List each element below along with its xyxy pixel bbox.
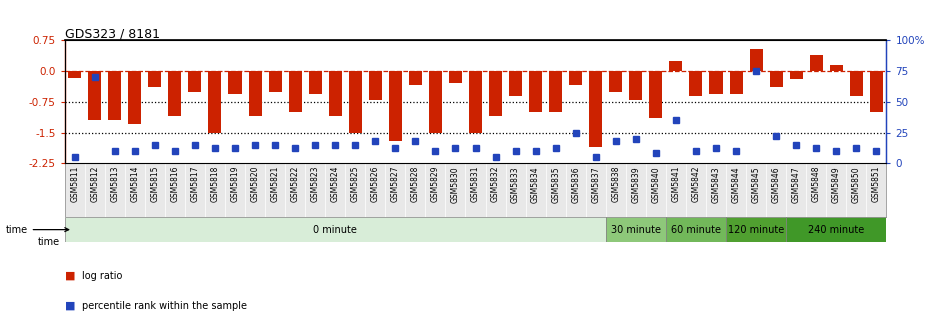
Text: GSM5841: GSM5841 <box>671 166 680 203</box>
Text: GSM5812: GSM5812 <box>90 166 99 202</box>
Bar <box>449 71 462 83</box>
Text: 0 minute: 0 minute <box>313 225 358 235</box>
Bar <box>68 71 81 78</box>
Text: GSM5851: GSM5851 <box>872 166 881 203</box>
Text: GSM5843: GSM5843 <box>711 166 721 203</box>
Text: GSM5822: GSM5822 <box>291 166 300 202</box>
Bar <box>128 71 142 124</box>
Bar <box>529 71 542 112</box>
Text: GSM5827: GSM5827 <box>391 166 399 203</box>
Bar <box>228 71 242 94</box>
Bar <box>729 71 743 94</box>
Text: GSM5836: GSM5836 <box>572 166 580 203</box>
Bar <box>709 71 723 94</box>
Bar <box>850 71 863 96</box>
Text: GSM5817: GSM5817 <box>190 166 200 203</box>
Bar <box>369 71 381 100</box>
Text: ■: ■ <box>65 270 75 281</box>
Bar <box>650 71 663 118</box>
Bar <box>65 217 606 242</box>
Bar <box>108 71 122 120</box>
Bar <box>829 65 843 71</box>
Text: ■: ■ <box>65 301 75 311</box>
Text: GSM5821: GSM5821 <box>271 166 280 202</box>
Text: GSM5820: GSM5820 <box>250 166 260 203</box>
Text: GSM5834: GSM5834 <box>531 166 540 203</box>
Text: GSM5848: GSM5848 <box>812 166 821 203</box>
Text: 120 minute: 120 minute <box>728 225 785 235</box>
Text: 60 minute: 60 minute <box>671 225 721 235</box>
Bar <box>88 71 101 120</box>
Text: log ratio: log ratio <box>82 270 122 281</box>
Bar <box>670 61 683 71</box>
Text: GSM5835: GSM5835 <box>552 166 560 203</box>
Bar <box>786 217 886 242</box>
Bar <box>726 217 786 242</box>
Bar <box>168 71 182 116</box>
Text: GSM5811: GSM5811 <box>70 166 79 202</box>
Text: GSM5837: GSM5837 <box>592 166 600 203</box>
Bar <box>749 48 763 71</box>
Bar <box>409 71 422 85</box>
Text: GSM5814: GSM5814 <box>130 166 139 203</box>
Text: GSM5824: GSM5824 <box>331 166 340 203</box>
Text: GDS323 / 8181: GDS323 / 8181 <box>65 27 160 40</box>
Bar <box>606 217 666 242</box>
Text: time: time <box>38 237 60 247</box>
Bar <box>489 71 502 116</box>
Bar <box>789 71 803 79</box>
Text: GSM5833: GSM5833 <box>511 166 520 203</box>
Bar <box>309 71 321 94</box>
Text: GSM5844: GSM5844 <box>731 166 741 203</box>
Text: GSM5819: GSM5819 <box>230 166 240 203</box>
Bar <box>148 71 162 87</box>
Text: GSM5832: GSM5832 <box>491 166 500 203</box>
Bar <box>208 71 222 132</box>
Text: GSM5847: GSM5847 <box>791 166 801 203</box>
Bar <box>509 71 522 96</box>
Bar <box>769 71 783 87</box>
Bar <box>268 71 281 91</box>
Text: GSM5850: GSM5850 <box>852 166 861 203</box>
Bar <box>590 71 602 147</box>
Text: GSM5826: GSM5826 <box>371 166 379 203</box>
Bar <box>666 217 726 242</box>
Bar <box>349 71 361 133</box>
Bar <box>188 71 202 91</box>
Text: GSM5842: GSM5842 <box>691 166 701 203</box>
Bar <box>429 71 442 132</box>
Text: GSM5846: GSM5846 <box>771 166 781 203</box>
Text: GSM5828: GSM5828 <box>411 166 420 202</box>
Bar <box>570 71 582 85</box>
Text: 30 minute: 30 minute <box>611 225 661 235</box>
Bar <box>329 71 341 116</box>
Text: time: time <box>6 225 68 235</box>
Text: GSM5838: GSM5838 <box>611 166 620 203</box>
Bar <box>809 55 823 71</box>
Text: GSM5829: GSM5829 <box>431 166 440 203</box>
Bar <box>248 71 262 116</box>
Text: percentile rank within the sample: percentile rank within the sample <box>82 301 247 311</box>
Text: GSM5818: GSM5818 <box>210 166 220 202</box>
Bar <box>288 71 301 112</box>
Bar <box>469 71 482 132</box>
Text: GSM5823: GSM5823 <box>311 166 320 203</box>
Text: GSM5813: GSM5813 <box>110 166 119 203</box>
Bar <box>549 71 562 112</box>
Text: GSM5815: GSM5815 <box>150 166 160 203</box>
Text: GSM5816: GSM5816 <box>170 166 180 203</box>
Bar <box>610 71 622 91</box>
Bar <box>870 71 883 112</box>
Text: GSM5831: GSM5831 <box>471 166 480 203</box>
Bar <box>630 71 642 100</box>
Bar <box>389 71 402 141</box>
Bar <box>689 71 703 96</box>
Text: GSM5830: GSM5830 <box>451 166 460 203</box>
Text: GSM5849: GSM5849 <box>832 166 841 203</box>
Text: GSM5840: GSM5840 <box>651 166 660 203</box>
Text: GSM5839: GSM5839 <box>631 166 640 203</box>
Text: 240 minute: 240 minute <box>808 225 864 235</box>
Text: GSM5825: GSM5825 <box>351 166 359 203</box>
Text: GSM5845: GSM5845 <box>751 166 761 203</box>
